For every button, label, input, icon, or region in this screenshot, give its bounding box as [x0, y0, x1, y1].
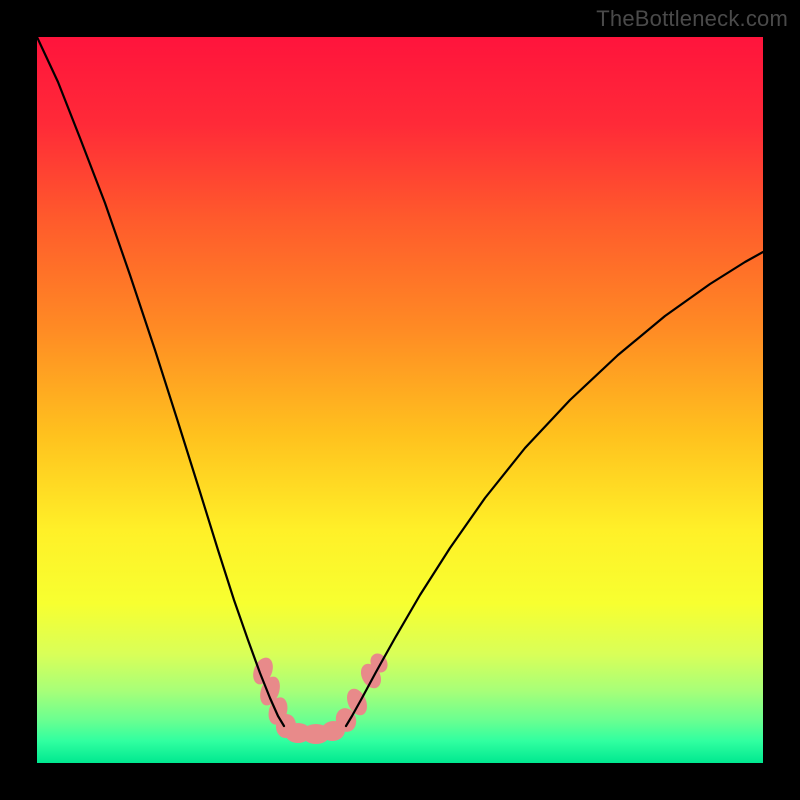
plot-area [37, 37, 763, 763]
chart-background-gradient [37, 37, 763, 763]
watermark-text: TheBottleneck.com [596, 6, 788, 32]
